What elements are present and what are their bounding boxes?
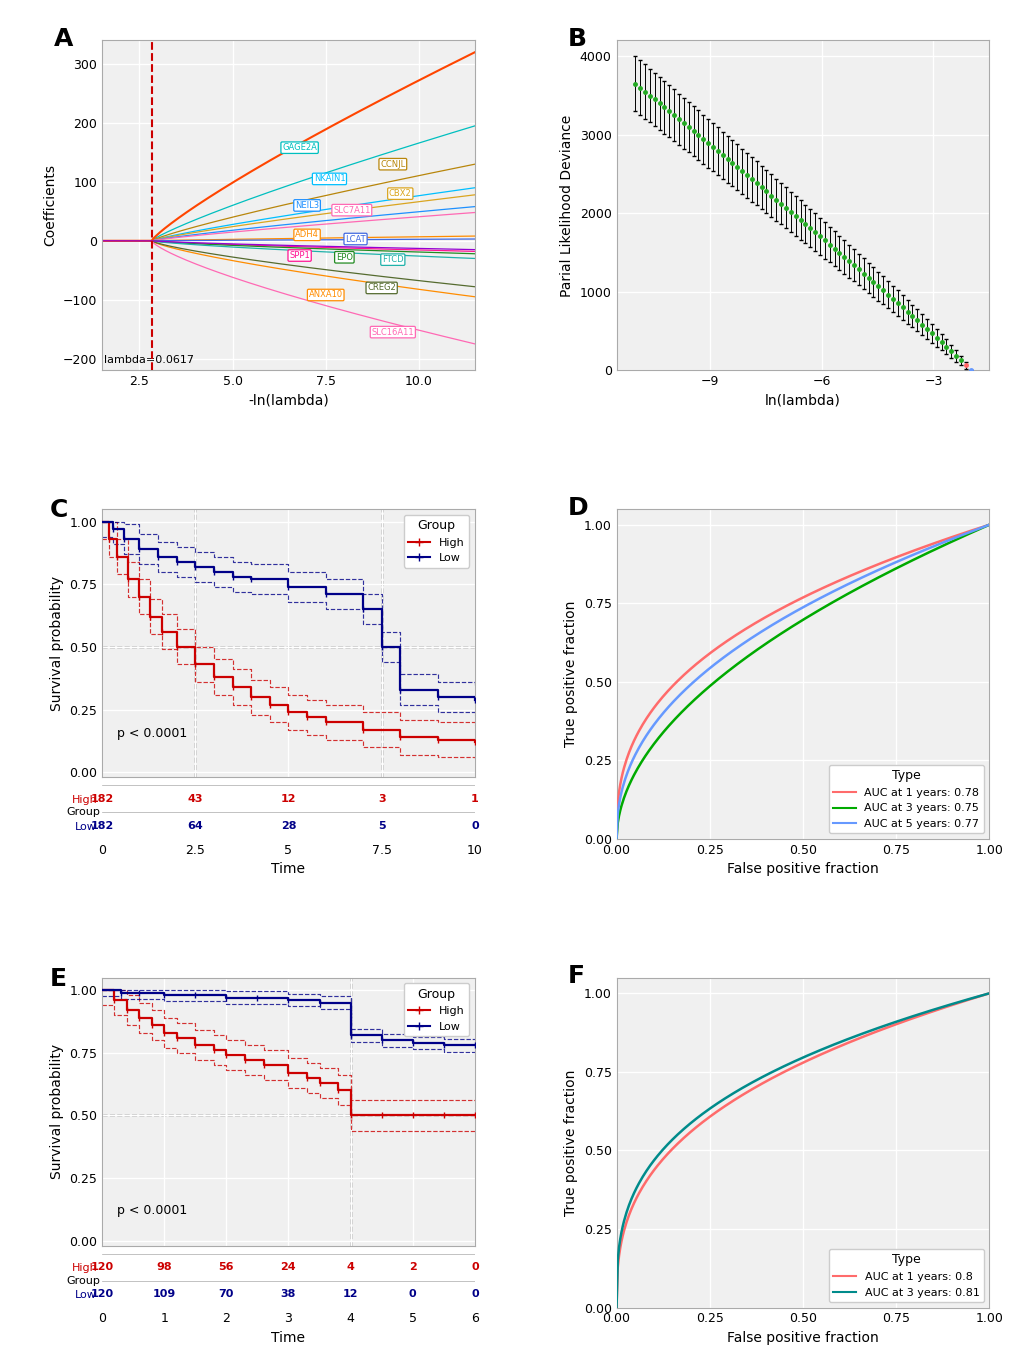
Text: ADH4: ADH4 bbox=[294, 231, 319, 240]
X-axis label: False positive fraction: False positive fraction bbox=[727, 1330, 878, 1345]
Text: 28: 28 bbox=[280, 821, 296, 830]
Text: 43: 43 bbox=[187, 794, 203, 803]
Text: CCNJL: CCNJL bbox=[380, 159, 406, 168]
Text: 70: 70 bbox=[218, 1289, 233, 1299]
Text: D: D bbox=[568, 496, 588, 520]
Text: 120: 120 bbox=[91, 1289, 113, 1299]
Legend: High, Low: High, Low bbox=[404, 983, 469, 1037]
Text: GAGE2A: GAGE2A bbox=[282, 143, 317, 152]
Y-axis label: True positive fraction: True positive fraction bbox=[564, 1069, 578, 1216]
Y-axis label: Survival probability: Survival probability bbox=[50, 576, 63, 710]
Text: 24: 24 bbox=[280, 1262, 296, 1273]
Text: CBX2: CBX2 bbox=[388, 189, 412, 198]
Text: LCAT: LCAT bbox=[344, 235, 366, 244]
Legend: High, Low: High, Low bbox=[404, 515, 469, 568]
Text: CREG2: CREG2 bbox=[367, 283, 395, 293]
X-axis label: Time: Time bbox=[271, 1330, 305, 1345]
Text: ANXA10: ANXA10 bbox=[309, 291, 342, 299]
Text: NKAIN1: NKAIN1 bbox=[313, 174, 344, 183]
Text: 12: 12 bbox=[280, 794, 296, 803]
Y-axis label: True positive fraction: True positive fraction bbox=[564, 601, 578, 747]
Text: 120: 120 bbox=[91, 1262, 113, 1273]
Legend: AUC at 1 years: 0.78, AUC at 3 years: 0.75, AUC at 5 years: 0.77: AUC at 1 years: 0.78, AUC at 3 years: 0.… bbox=[828, 764, 983, 833]
Text: Group: Group bbox=[66, 1275, 100, 1286]
Y-axis label: Survival probability: Survival probability bbox=[50, 1045, 63, 1180]
Text: 4: 4 bbox=[346, 1262, 355, 1273]
Text: 109: 109 bbox=[153, 1289, 175, 1299]
Text: FTCD: FTCD bbox=[382, 255, 404, 264]
Text: lambda=0.0617: lambda=0.0617 bbox=[104, 355, 194, 364]
Text: Group: Group bbox=[66, 807, 100, 817]
X-axis label: False positive fraction: False positive fraction bbox=[727, 863, 878, 876]
X-axis label: ln(lambda): ln(lambda) bbox=[764, 394, 840, 408]
Text: 0: 0 bbox=[471, 1262, 478, 1273]
Text: 56: 56 bbox=[218, 1262, 233, 1273]
Text: 64: 64 bbox=[187, 821, 203, 830]
Text: 3: 3 bbox=[377, 794, 385, 803]
Text: 0: 0 bbox=[471, 821, 478, 830]
Text: C: C bbox=[50, 499, 68, 522]
Text: 0: 0 bbox=[409, 1289, 416, 1299]
Text: 2: 2 bbox=[409, 1262, 416, 1273]
Text: 5: 5 bbox=[377, 821, 385, 830]
Text: B: B bbox=[568, 27, 587, 51]
Text: 12: 12 bbox=[342, 1289, 358, 1299]
Text: EPO: EPO bbox=[335, 253, 353, 262]
Text: SLC7A11: SLC7A11 bbox=[333, 206, 370, 214]
Text: 98: 98 bbox=[156, 1262, 172, 1273]
Text: 38: 38 bbox=[280, 1289, 296, 1299]
X-axis label: -ln(lambda): -ln(lambda) bbox=[248, 394, 328, 408]
Y-axis label: Parial Likelihood Deviance: Parial Likelihood Deviance bbox=[559, 115, 574, 297]
Text: NEIL3: NEIL3 bbox=[294, 201, 319, 210]
Text: A: A bbox=[53, 27, 72, 51]
Text: E: E bbox=[50, 967, 66, 991]
Text: 182: 182 bbox=[91, 821, 113, 830]
Text: F: F bbox=[568, 964, 585, 988]
X-axis label: Time: Time bbox=[271, 863, 305, 876]
Legend: AUC at 1 years: 0.8, AUC at 3 years: 0.81: AUC at 1 years: 0.8, AUC at 3 years: 0.8… bbox=[828, 1250, 983, 1302]
Text: 182: 182 bbox=[91, 794, 113, 803]
Text: p < 0.0001: p < 0.0001 bbox=[117, 1204, 186, 1217]
Y-axis label: Coefficients: Coefficients bbox=[43, 164, 57, 247]
Text: 1: 1 bbox=[471, 794, 478, 803]
Text: p < 0.0001: p < 0.0001 bbox=[117, 727, 186, 740]
Text: SLC16A11: SLC16A11 bbox=[371, 328, 414, 337]
Text: 0: 0 bbox=[471, 1289, 478, 1299]
Text: SPP1: SPP1 bbox=[289, 251, 310, 260]
